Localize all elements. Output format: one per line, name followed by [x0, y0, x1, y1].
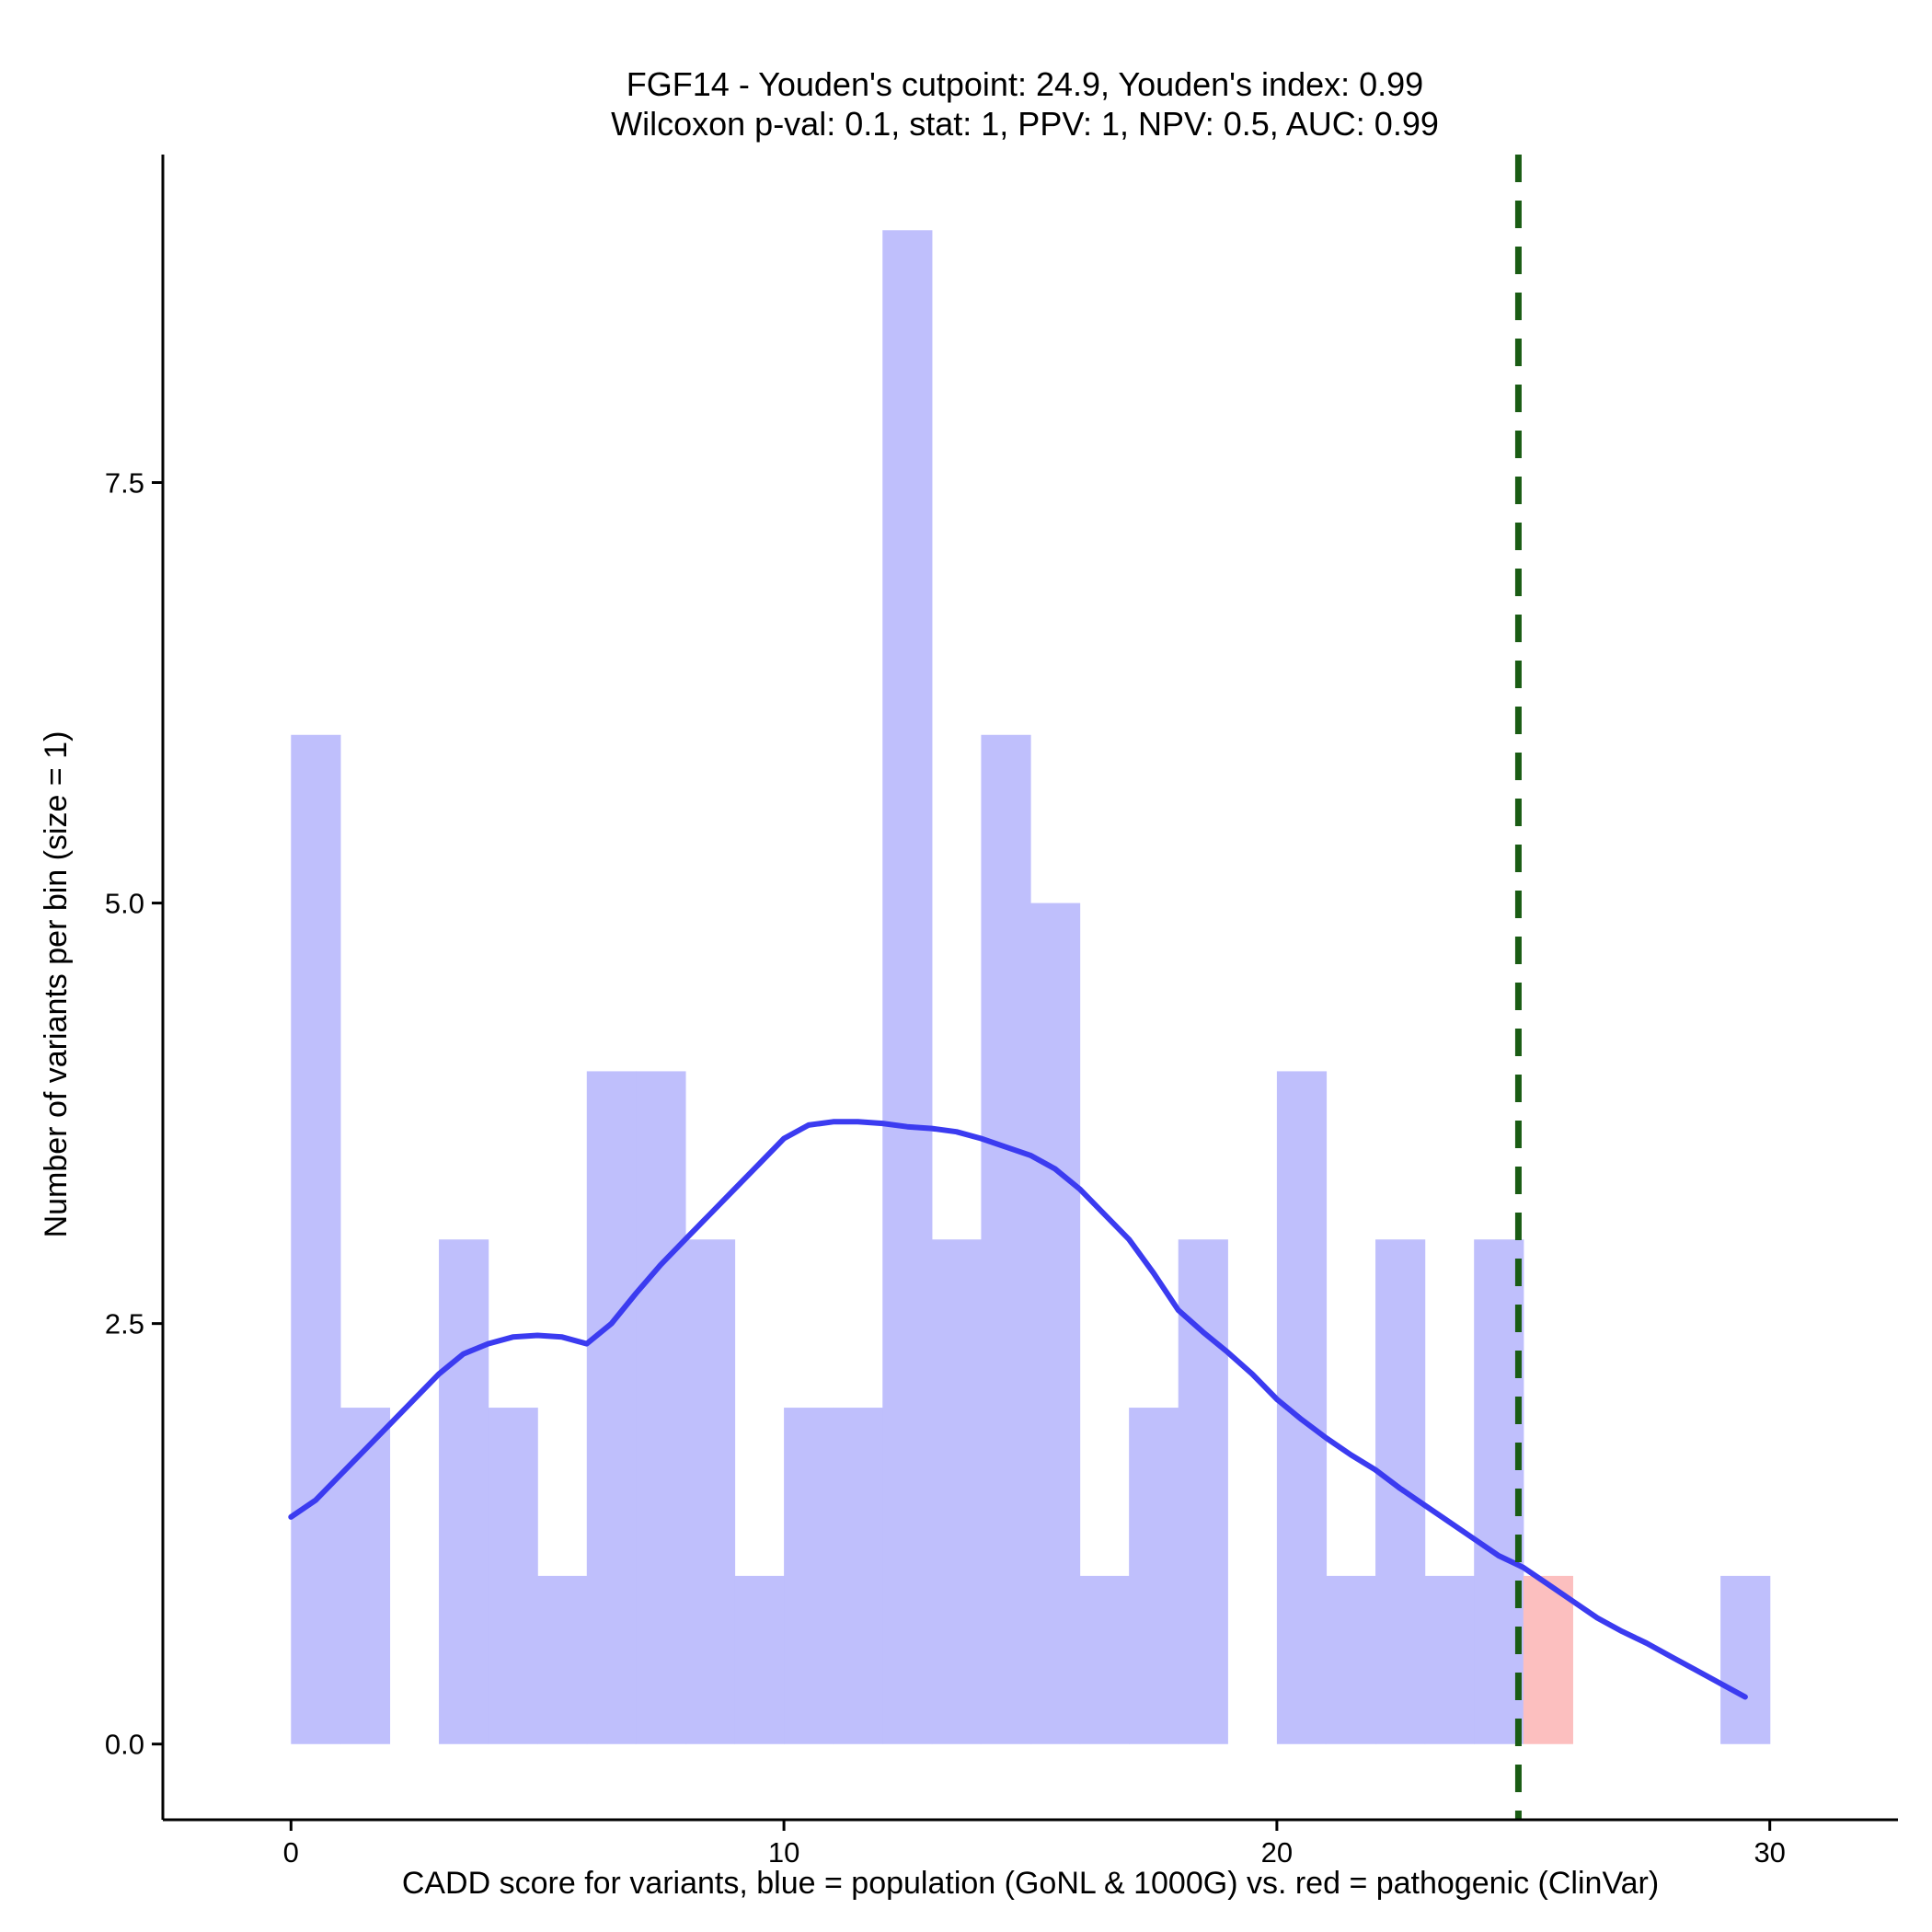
population-bar-14: [981, 734, 1031, 1744]
density-curve-group: [288, 1119, 1748, 1700]
axes: [161, 155, 1898, 1822]
title-line-1: FGF14 - Youden's cutpoint: 24.9, Youden'…: [627, 65, 1423, 103]
population-bar-23: [1424, 1575, 1475, 1744]
population-bar-0: [291, 734, 341, 1744]
y-tick-label: 7.5: [105, 467, 144, 500]
population-bar-3: [439, 1239, 489, 1744]
population-bar-7: [636, 1071, 686, 1744]
pathogenic-bar-0: [1523, 1575, 1573, 1744]
population-bar-25: [1720, 1575, 1771, 1744]
population-bar-5: [537, 1575, 588, 1744]
x-tick-label: 20: [1261, 1836, 1293, 1869]
population-bar-1: [339, 1408, 391, 1744]
population-bar-18: [1178, 1239, 1228, 1744]
population-bar-17: [1129, 1408, 1179, 1744]
x-ticks: 0 10 20 30: [283, 1820, 1786, 1869]
y-tick-label: 2.5: [105, 1308, 144, 1340]
population-bar-4: [488, 1408, 538, 1744]
population-bar-9: [734, 1575, 785, 1744]
title-line-2: Wilcoxon p-val: 0.1, stat: 1, PPV: 1, NP…: [611, 105, 1439, 143]
y-tick-label: 5.0: [105, 888, 144, 920]
population-bar-10: [784, 1408, 834, 1744]
population-bar-21: [1326, 1575, 1376, 1744]
population-bar-15: [1030, 903, 1081, 1744]
population-bar-11: [833, 1408, 883, 1744]
y-ticks: 0.0 2.5 5.0 7.5: [105, 467, 163, 1761]
x-tick-label: 30: [1754, 1836, 1785, 1869]
population-bar-8: [684, 1239, 736, 1744]
population-bar-16: [1079, 1575, 1130, 1744]
chart-title: FGF14 - Youden's cutpoint: 24.9, Youden'…: [611, 65, 1439, 143]
x-axis-label: CADD score for variants, blue = populati…: [402, 1866, 1659, 1901]
x-tick-label: 0: [283, 1836, 299, 1869]
population-bar-13: [931, 1239, 983, 1744]
population-bar-6: [586, 1071, 637, 1744]
density-curve: [288, 1119, 1748, 1700]
y-axis-label: Number of variants per bin (size = 1): [39, 731, 74, 1238]
y-tick-label: 0.0: [105, 1729, 144, 1761]
population-bar-12: [882, 230, 933, 1744]
x-tick-label: 10: [768, 1836, 799, 1869]
histogram-bars: [291, 230, 1771, 1744]
